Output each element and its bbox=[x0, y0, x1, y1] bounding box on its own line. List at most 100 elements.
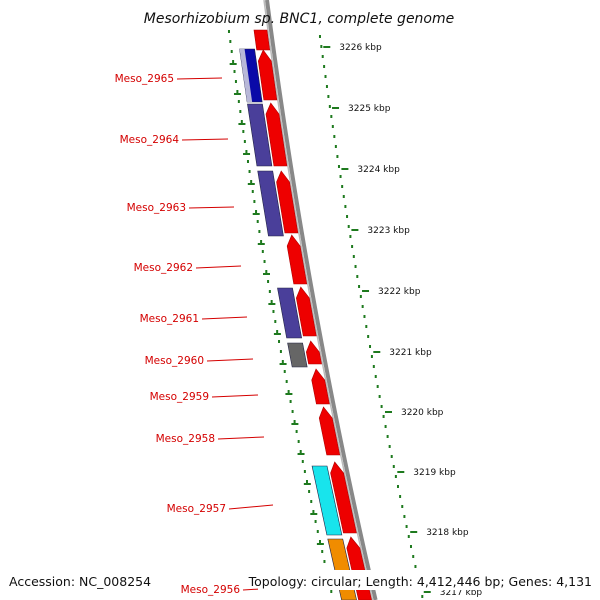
gene-label-Meso_2960: Meso_2960 bbox=[145, 355, 204, 367]
inner-guide-dot bbox=[318, 540, 321, 543]
inner-guide-dot bbox=[295, 430, 298, 433]
outer-guide-dot bbox=[388, 445, 391, 448]
inner-guide-dot bbox=[265, 270, 268, 273]
outer-guide-dot bbox=[323, 65, 326, 68]
forward-gene-arrow bbox=[296, 286, 317, 337]
inner-guide-dot bbox=[305, 480, 308, 483]
inner-guide-dot bbox=[253, 200, 256, 203]
outer-guide-dot bbox=[349, 235, 352, 238]
inner-guide-dot bbox=[291, 410, 294, 413]
forward-gene-arrow bbox=[253, 29, 271, 51]
tick-label-3226: 3226 kbp bbox=[339, 43, 382, 53]
forward-gene-arrow bbox=[286, 234, 308, 285]
backbone-shadow bbox=[263, 0, 374, 600]
gene-label-Meso_2959: Meso_2959 bbox=[150, 391, 209, 403]
outer-guide-dot bbox=[327, 95, 330, 98]
outer-guide-dot bbox=[374, 375, 377, 378]
outer-guide-dot bbox=[354, 265, 357, 268]
leader-line-Meso_2961 bbox=[201, 316, 248, 320]
outer-guide-dot bbox=[386, 435, 389, 438]
cog-box-Meso_2957 bbox=[311, 465, 343, 536]
tick-label-3217: 3217 kbp bbox=[440, 588, 483, 598]
outer-guide-dot bbox=[401, 505, 404, 508]
forward-gene-arrow bbox=[311, 368, 330, 405]
inner-guide-dot bbox=[233, 70, 236, 73]
inner-guide-dot bbox=[293, 420, 296, 423]
outer-guide-dot bbox=[380, 405, 383, 408]
outer-guide-dot bbox=[342, 195, 345, 198]
gene-label-Meso_2964: Meso_2964 bbox=[120, 134, 180, 146]
outer-guide-dot bbox=[403, 515, 406, 518]
inner-guide-dot bbox=[314, 520, 317, 523]
outer-guide-dot bbox=[352, 255, 355, 258]
leader-line-Meso_2964 bbox=[181, 138, 229, 141]
inner-guide-dot bbox=[260, 240, 263, 243]
gene-label-Meso_2958: Meso_2958 bbox=[156, 433, 215, 445]
outer-guide-dot bbox=[356, 275, 359, 278]
forward-gene-arrow bbox=[330, 461, 357, 534]
dotted-track-guides bbox=[227, 30, 424, 598]
outer-guide-dot bbox=[412, 555, 415, 558]
inner-guide-dot bbox=[299, 450, 302, 453]
inner-guide-dot bbox=[237, 100, 240, 103]
gene-label-Meso_2961: Meso_2961 bbox=[140, 313, 199, 325]
inner-guide-dot bbox=[316, 530, 319, 533]
inner-guide-dot bbox=[281, 360, 284, 363]
gene-labels: Meso_2965 Meso_2964 Meso_2963 Meso_2962 Meso… bbox=[115, 73, 278, 596]
outer-guide-dot bbox=[369, 345, 372, 348]
outer-guide-dot bbox=[414, 565, 417, 568]
outer-guide-dot bbox=[333, 135, 336, 138]
outer-guide-dot bbox=[392, 465, 395, 468]
inner-guide-dot bbox=[272, 310, 275, 313]
inner-guide-dot bbox=[232, 60, 235, 63]
footer: Accession: NC_008254 Topology: circular;… bbox=[4, 570, 596, 590]
outer-guide-dot bbox=[359, 295, 362, 298]
gene-label-Meso_2965: Meso_2965 bbox=[115, 73, 174, 85]
outer-guide-dot bbox=[325, 85, 328, 88]
leader-line-Meso_2957 bbox=[228, 504, 274, 510]
outer-guide-dot bbox=[330, 115, 333, 118]
outer-guide-dot bbox=[376, 385, 379, 388]
leader-line-Meso_2960 bbox=[206, 358, 254, 362]
outer-guide-dot bbox=[318, 35, 321, 38]
footer-backdrop-right bbox=[258, 570, 596, 590]
inner-guide-dot bbox=[258, 230, 261, 233]
inner-guide-dot bbox=[239, 110, 242, 113]
outer-guide-dot bbox=[344, 205, 347, 208]
outer-guide-dot bbox=[328, 105, 331, 108]
inner-guide-dot bbox=[242, 130, 245, 133]
outer-guide-dot bbox=[382, 415, 385, 418]
inner-guide-dot bbox=[312, 510, 315, 513]
tick-label-3223: 3223 kbp bbox=[367, 226, 410, 236]
tick-label-3220: 3220 kbp bbox=[401, 408, 444, 418]
inner-guide-dot bbox=[230, 50, 233, 53]
footer-backdrop-left bbox=[4, 570, 148, 590]
inner-guide-dot bbox=[323, 560, 326, 563]
outer-guide-dot bbox=[367, 335, 370, 338]
inner-guide-dot bbox=[278, 340, 281, 343]
outer-guide-dot bbox=[337, 165, 340, 168]
outer-guide-dot bbox=[351, 245, 354, 248]
inner-guide-dot bbox=[263, 260, 266, 263]
gene-label-Meso_2962: Meso_2962 bbox=[134, 262, 193, 274]
inner-guide-dot bbox=[276, 330, 279, 333]
outer-guide-dot bbox=[409, 545, 412, 548]
leader-line-Meso_2962 bbox=[195, 265, 242, 269]
outer-guide-dot bbox=[346, 215, 349, 218]
outer-guide-dot bbox=[365, 325, 368, 328]
forward-gene-arrow bbox=[257, 49, 278, 101]
leader-line-Meso_2963 bbox=[188, 206, 235, 209]
outer-guide-dot bbox=[394, 475, 397, 478]
cog-box-Meso_2960 bbox=[287, 342, 308, 368]
outer-guide-dot bbox=[372, 365, 375, 368]
outer-guide-dot bbox=[324, 75, 327, 78]
outer-guide-dot bbox=[321, 55, 324, 58]
outer-guide-dot bbox=[361, 305, 364, 308]
forward-gene-arrow bbox=[265, 102, 288, 167]
inner-guide-dot bbox=[251, 190, 254, 193]
inner-guide-dot bbox=[227, 30, 230, 33]
inner-guide-dot bbox=[279, 350, 282, 353]
inner-guide-dot bbox=[303, 470, 306, 473]
outer-guide-dot bbox=[363, 315, 366, 318]
